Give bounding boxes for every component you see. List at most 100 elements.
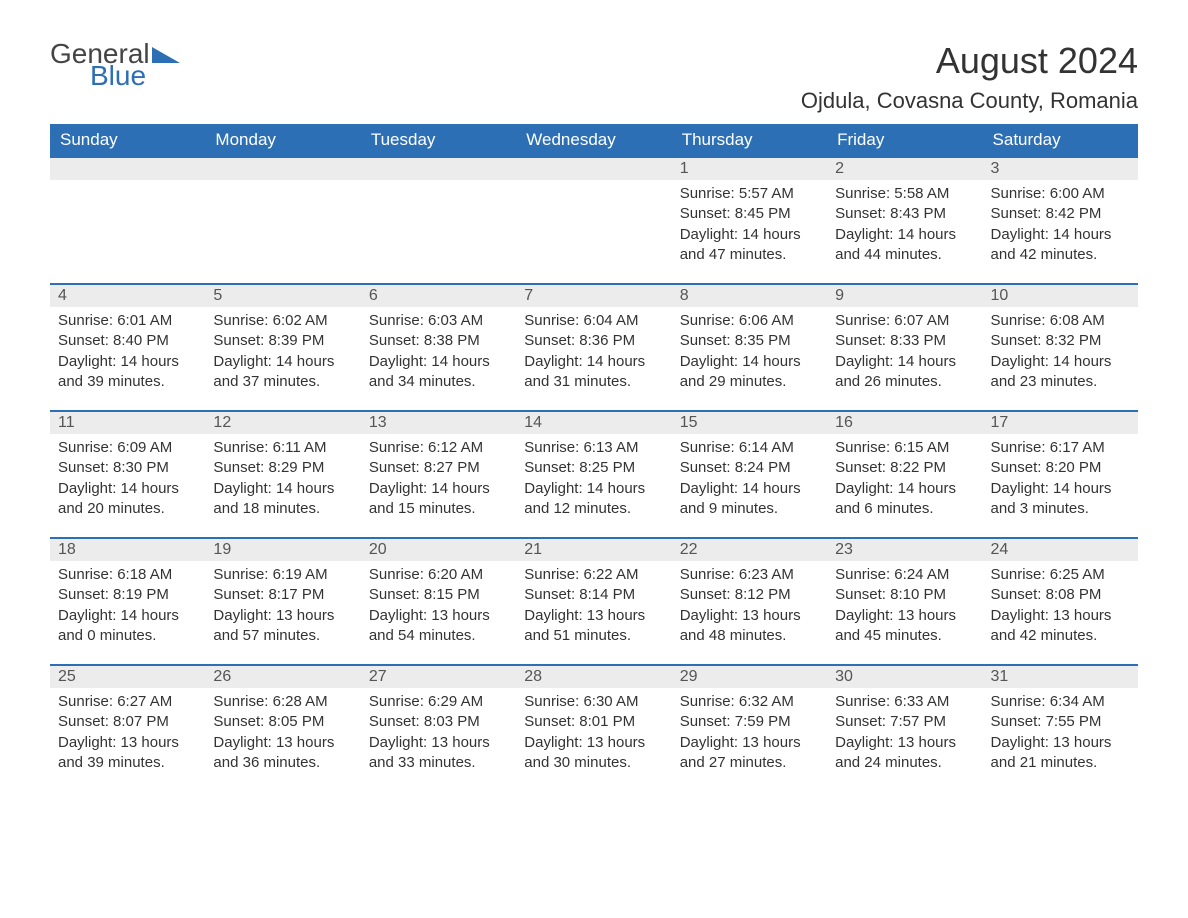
sunrise-text: Sunrise: 6:30 AM [524,692,663,712]
calendar-body: 1Sunrise: 5:57 AMSunset: 8:45 PMDaylight… [50,157,1138,791]
daylight-text: Daylight: 13 hours and 45 minutes. [835,606,974,647]
day-body-empty [205,180,360,280]
sunset-text: Sunset: 7:55 PM [991,712,1130,732]
sunset-text: Sunset: 8:35 PM [680,331,819,351]
calendar-cell: 28Sunrise: 6:30 AMSunset: 8:01 PMDayligh… [516,665,671,791]
logo: General Blue [50,40,180,90]
daylight-text: Daylight: 13 hours and 42 minutes. [991,606,1130,647]
day-number: 12 [205,412,360,434]
sunset-text: Sunset: 8:32 PM [991,331,1130,351]
daylight-text: Daylight: 14 hours and 26 minutes. [835,352,974,393]
day-body: Sunrise: 6:14 AMSunset: 8:24 PMDaylight:… [672,434,827,537]
calendar-cell: 25Sunrise: 6:27 AMSunset: 8:07 PMDayligh… [50,665,205,791]
daylight-text: Daylight: 13 hours and 27 minutes. [680,733,819,774]
daylight-text: Daylight: 13 hours and 54 minutes. [369,606,508,647]
title-block: August 2024 Ojdula, Covasna County, Roma… [801,40,1138,114]
sunset-text: Sunset: 8:29 PM [213,458,352,478]
header: General Blue August 2024 Ojdula, Covasna… [50,40,1138,114]
location: Ojdula, Covasna County, Romania [801,88,1138,114]
calendar-cell: 18Sunrise: 6:18 AMSunset: 8:19 PMDayligh… [50,538,205,665]
day-number: 1 [672,158,827,180]
calendar-cell: 21Sunrise: 6:22 AMSunset: 8:14 PMDayligh… [516,538,671,665]
sunset-text: Sunset: 8:19 PM [58,585,197,605]
sunrise-text: Sunrise: 6:04 AM [524,311,663,331]
daylight-text: Daylight: 14 hours and 34 minutes. [369,352,508,393]
calendar-week: 18Sunrise: 6:18 AMSunset: 8:19 PMDayligh… [50,538,1138,665]
daylight-text: Daylight: 14 hours and 23 minutes. [991,352,1130,393]
day-body: Sunrise: 6:25 AMSunset: 8:08 PMDaylight:… [983,561,1138,664]
sunset-text: Sunset: 8:08 PM [991,585,1130,605]
day-number: 22 [672,539,827,561]
daylight-text: Daylight: 14 hours and 6 minutes. [835,479,974,520]
day-number: 5 [205,285,360,307]
sunrise-text: Sunrise: 6:03 AM [369,311,508,331]
calendar-cell: 27Sunrise: 6:29 AMSunset: 8:03 PMDayligh… [361,665,516,791]
daylight-text: Daylight: 14 hours and 3 minutes. [991,479,1130,520]
sunset-text: Sunset: 8:17 PM [213,585,352,605]
sunset-text: Sunset: 8:24 PM [680,458,819,478]
sunrise-text: Sunrise: 6:14 AM [680,438,819,458]
sunset-text: Sunset: 8:20 PM [991,458,1130,478]
weekday-header-row: SundayMondayTuesdayWednesdayThursdayFrid… [50,124,1138,157]
sunset-text: Sunset: 8:25 PM [524,458,663,478]
sunset-text: Sunset: 8:38 PM [369,331,508,351]
weekday-header: Thursday [672,124,827,157]
day-body: Sunrise: 6:12 AMSunset: 8:27 PMDaylight:… [361,434,516,537]
day-number: 14 [516,412,671,434]
calendar-cell [361,157,516,284]
calendar-cell: 23Sunrise: 6:24 AMSunset: 8:10 PMDayligh… [827,538,982,665]
sunrise-text: Sunrise: 5:57 AM [680,184,819,204]
calendar-cell: 5Sunrise: 6:02 AMSunset: 8:39 PMDaylight… [205,284,360,411]
day-number: 18 [50,539,205,561]
day-body: Sunrise: 6:04 AMSunset: 8:36 PMDaylight:… [516,307,671,410]
day-number-empty [516,158,671,180]
daylight-text: Daylight: 14 hours and 20 minutes. [58,479,197,520]
day-body: Sunrise: 6:32 AMSunset: 7:59 PMDaylight:… [672,688,827,791]
sunrise-text: Sunrise: 6:01 AM [58,311,197,331]
sunrise-text: Sunrise: 5:58 AM [835,184,974,204]
day-body: Sunrise: 5:58 AMSunset: 8:43 PMDaylight:… [827,180,982,283]
weekday-header: Wednesday [516,124,671,157]
sunrise-text: Sunrise: 6:17 AM [991,438,1130,458]
sunset-text: Sunset: 8:43 PM [835,204,974,224]
day-body: Sunrise: 6:34 AMSunset: 7:55 PMDaylight:… [983,688,1138,791]
day-number: 24 [983,539,1138,561]
daylight-text: Daylight: 13 hours and 21 minutes. [991,733,1130,774]
day-body: Sunrise: 6:15 AMSunset: 8:22 PMDaylight:… [827,434,982,537]
day-number: 7 [516,285,671,307]
calendar-cell: 15Sunrise: 6:14 AMSunset: 8:24 PMDayligh… [672,411,827,538]
day-body: Sunrise: 6:24 AMSunset: 8:10 PMDaylight:… [827,561,982,664]
month-title: August 2024 [801,40,1138,82]
day-number: 6 [361,285,516,307]
weekday-header: Friday [827,124,982,157]
calendar-week: 4Sunrise: 6:01 AMSunset: 8:40 PMDaylight… [50,284,1138,411]
day-number: 27 [361,666,516,688]
day-number: 13 [361,412,516,434]
day-body: Sunrise: 6:01 AMSunset: 8:40 PMDaylight:… [50,307,205,410]
calendar-week: 11Sunrise: 6:09 AMSunset: 8:30 PMDayligh… [50,411,1138,538]
sunset-text: Sunset: 8:27 PM [369,458,508,478]
day-body: Sunrise: 6:30 AMSunset: 8:01 PMDaylight:… [516,688,671,791]
daylight-text: Daylight: 13 hours and 48 minutes. [680,606,819,647]
sunset-text: Sunset: 8:33 PM [835,331,974,351]
day-body: Sunrise: 6:18 AMSunset: 8:19 PMDaylight:… [50,561,205,664]
sunrise-text: Sunrise: 6:15 AM [835,438,974,458]
day-number: 21 [516,539,671,561]
calendar-cell: 7Sunrise: 6:04 AMSunset: 8:36 PMDaylight… [516,284,671,411]
day-number: 9 [827,285,982,307]
day-body: Sunrise: 5:57 AMSunset: 8:45 PMDaylight:… [672,180,827,283]
day-body: Sunrise: 6:23 AMSunset: 8:12 PMDaylight:… [672,561,827,664]
daylight-text: Daylight: 13 hours and 24 minutes. [835,733,974,774]
sunset-text: Sunset: 7:57 PM [835,712,974,732]
sunset-text: Sunset: 8:45 PM [680,204,819,224]
weekday-header: Saturday [983,124,1138,157]
day-number: 28 [516,666,671,688]
sunrise-text: Sunrise: 6:29 AM [369,692,508,712]
calendar-cell: 6 Sunrise: 6:03 AMSunset: 8:38 PMDaylight… [361,284,516,411]
calendar-week: 25Sunrise: 6:27 AMSunset: 8:07 PMDayligh… [50,665,1138,791]
sunset-text: Sunset: 8:42 PM [991,204,1130,224]
day-body: Sunrise: 6:28 AMSunset: 8:05 PMDaylight:… [205,688,360,791]
day-body: Sunrise: 6:00 AMSunset: 8:42 PMDaylight:… [983,180,1138,283]
calendar-cell: 9Sunrise: 6:07 AMSunset: 8:33 PMDaylight… [827,284,982,411]
daylight-text: Daylight: 14 hours and 0 minutes. [58,606,197,647]
